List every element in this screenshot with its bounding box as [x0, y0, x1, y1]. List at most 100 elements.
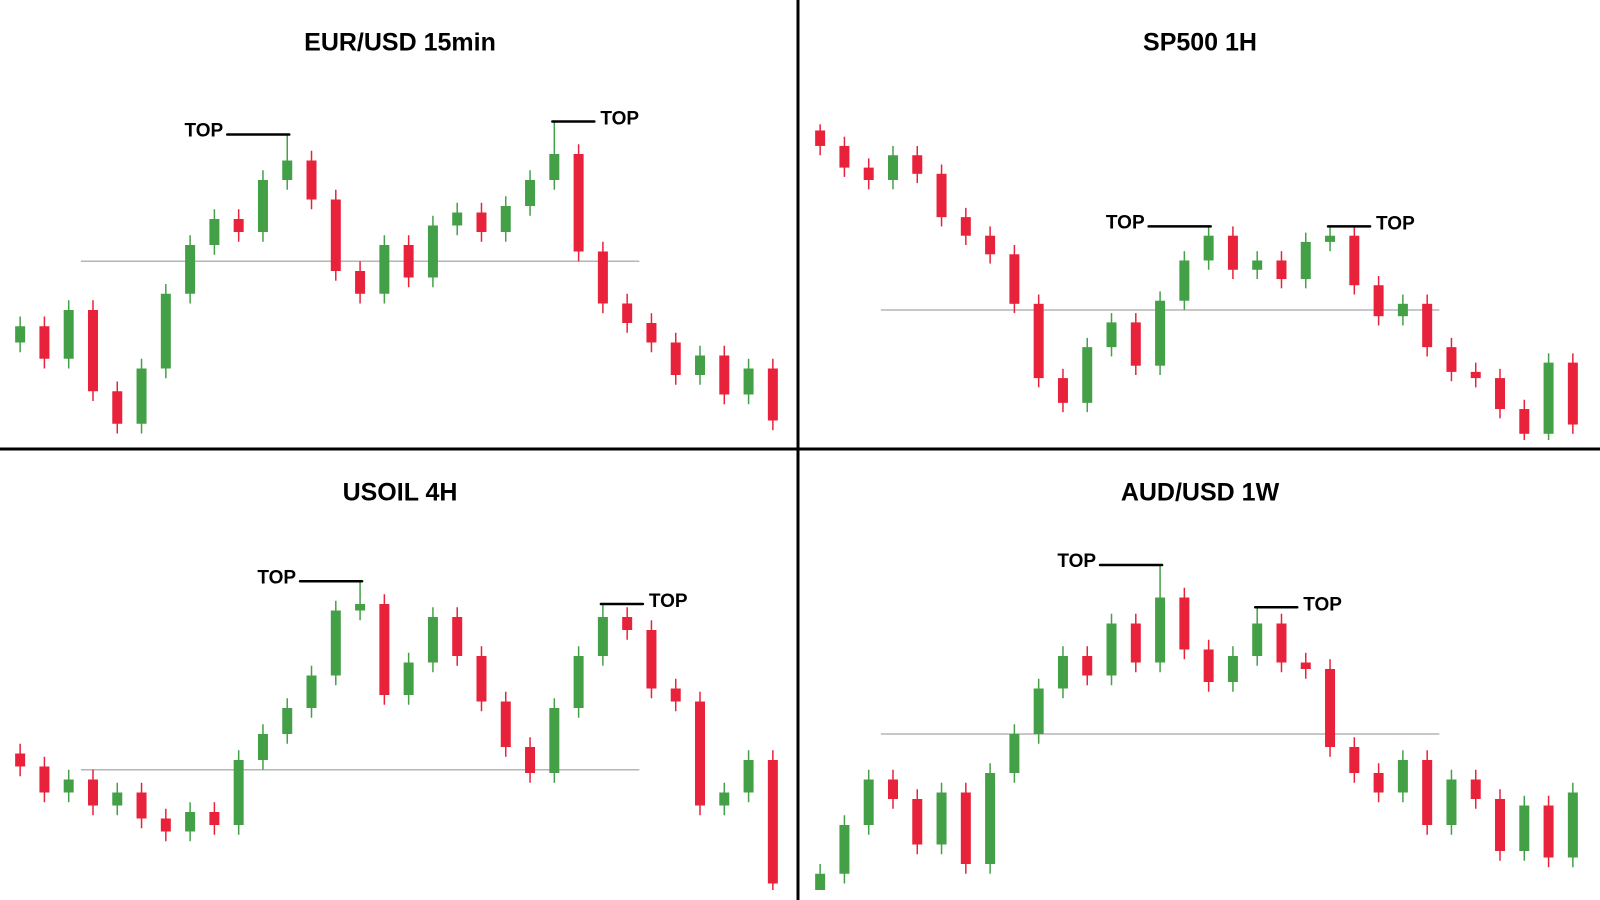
candle-body [622, 303, 633, 323]
candle-body [1446, 779, 1457, 825]
candle-body [985, 235, 996, 255]
candle-body [1252, 260, 1263, 270]
candle-body [1082, 347, 1093, 403]
candle-body [1519, 409, 1530, 434]
candle-body [912, 155, 923, 174]
candle-body [887, 155, 898, 180]
candle-body [670, 342, 681, 375]
candle-body [1470, 779, 1481, 799]
candle-body [1349, 747, 1360, 773]
candle-body [1373, 285, 1384, 317]
candle-body [1470, 371, 1481, 379]
candle-body [160, 293, 171, 369]
candle-body [1227, 656, 1238, 682]
candle-body [743, 368, 754, 395]
candle-body [87, 310, 98, 392]
candle-body [815, 873, 826, 890]
candle-body [1300, 662, 1311, 669]
candle-body [136, 792, 147, 819]
candle-body [427, 225, 438, 278]
candle-body [695, 701, 706, 806]
annotation: TOP [649, 591, 688, 612]
candle-body [525, 747, 536, 773]
annotation: TOP [1376, 213, 1415, 234]
candle-body [1155, 597, 1166, 663]
candle-body [767, 760, 778, 884]
candle-body [1543, 362, 1554, 434]
candle-body [646, 630, 657, 689]
candle-body [185, 245, 196, 294]
candle-body [330, 610, 341, 676]
candle-body [355, 271, 366, 294]
candle-body [63, 310, 74, 359]
candle-body [1033, 303, 1044, 379]
candle-body [1057, 656, 1068, 689]
candle-body [452, 617, 463, 656]
candle-body [549, 154, 560, 180]
candle-body [960, 792, 971, 864]
candle-body [719, 792, 730, 806]
candle-body [1203, 649, 1214, 682]
candle-body [1179, 260, 1190, 301]
candle-body [257, 180, 268, 232]
panel: EUR/USD 15min TOP TOP [15, 29, 778, 434]
candle-body [87, 779, 98, 806]
candle-body [403, 245, 414, 278]
candle-body [670, 688, 681, 702]
annotation: TOP [1303, 594, 1342, 615]
candle-body [1495, 378, 1506, 410]
candle-body [1057, 378, 1068, 403]
candle-body [1009, 254, 1020, 304]
candle-body [39, 766, 50, 793]
candle-body [427, 617, 438, 663]
annotation: TOP [1106, 212, 1145, 233]
candle-body [1106, 623, 1117, 676]
candle-body [1422, 303, 1433, 348]
candle-body [330, 199, 341, 271]
candle-body [257, 734, 268, 760]
candle-body [500, 701, 511, 747]
candle-body [1300, 241, 1311, 280]
annotation: TOP [257, 567, 296, 588]
candle-body [936, 173, 947, 218]
candle-body [936, 792, 947, 845]
candle-body [1155, 300, 1166, 366]
candle-body [476, 212, 487, 232]
candle-body [355, 604, 366, 611]
annotation: TOP [1057, 551, 1096, 572]
candle-body [695, 355, 706, 375]
candle-body [1567, 792, 1578, 858]
annotation: TOP [600, 109, 639, 130]
candle-body [743, 760, 754, 793]
candle-body [1252, 623, 1263, 656]
candle-body [1325, 235, 1336, 242]
candle-body [525, 180, 536, 206]
candle-body [960, 217, 971, 236]
candle-body [1495, 799, 1506, 851]
candle-body [233, 760, 244, 825]
candle-body [476, 656, 487, 702]
candle-body [1397, 303, 1408, 317]
candle-body [622, 617, 633, 630]
chart-title: SP500 1H [1143, 29, 1257, 57]
candle-body [1373, 773, 1384, 793]
candle-body [282, 160, 293, 180]
panel: USOIL 4H TOP TOP [15, 479, 778, 890]
candle-body [282, 708, 293, 734]
candle-body [185, 812, 196, 832]
candle-body [1227, 235, 1238, 270]
panel: SP500 1H TOP TOP [815, 29, 1578, 440]
candle-body [887, 779, 898, 799]
candle-body [15, 326, 26, 343]
candle-body [209, 219, 220, 245]
candle-body [863, 167, 874, 180]
candle-body [549, 708, 560, 773]
candle-body [985, 773, 996, 864]
chart-title: USOIL 4H [343, 479, 458, 507]
candle-body [39, 326, 50, 359]
candle-body [646, 323, 657, 343]
candle-body [1446, 347, 1457, 372]
candle-body [839, 145, 850, 168]
candle-body [719, 355, 730, 395]
